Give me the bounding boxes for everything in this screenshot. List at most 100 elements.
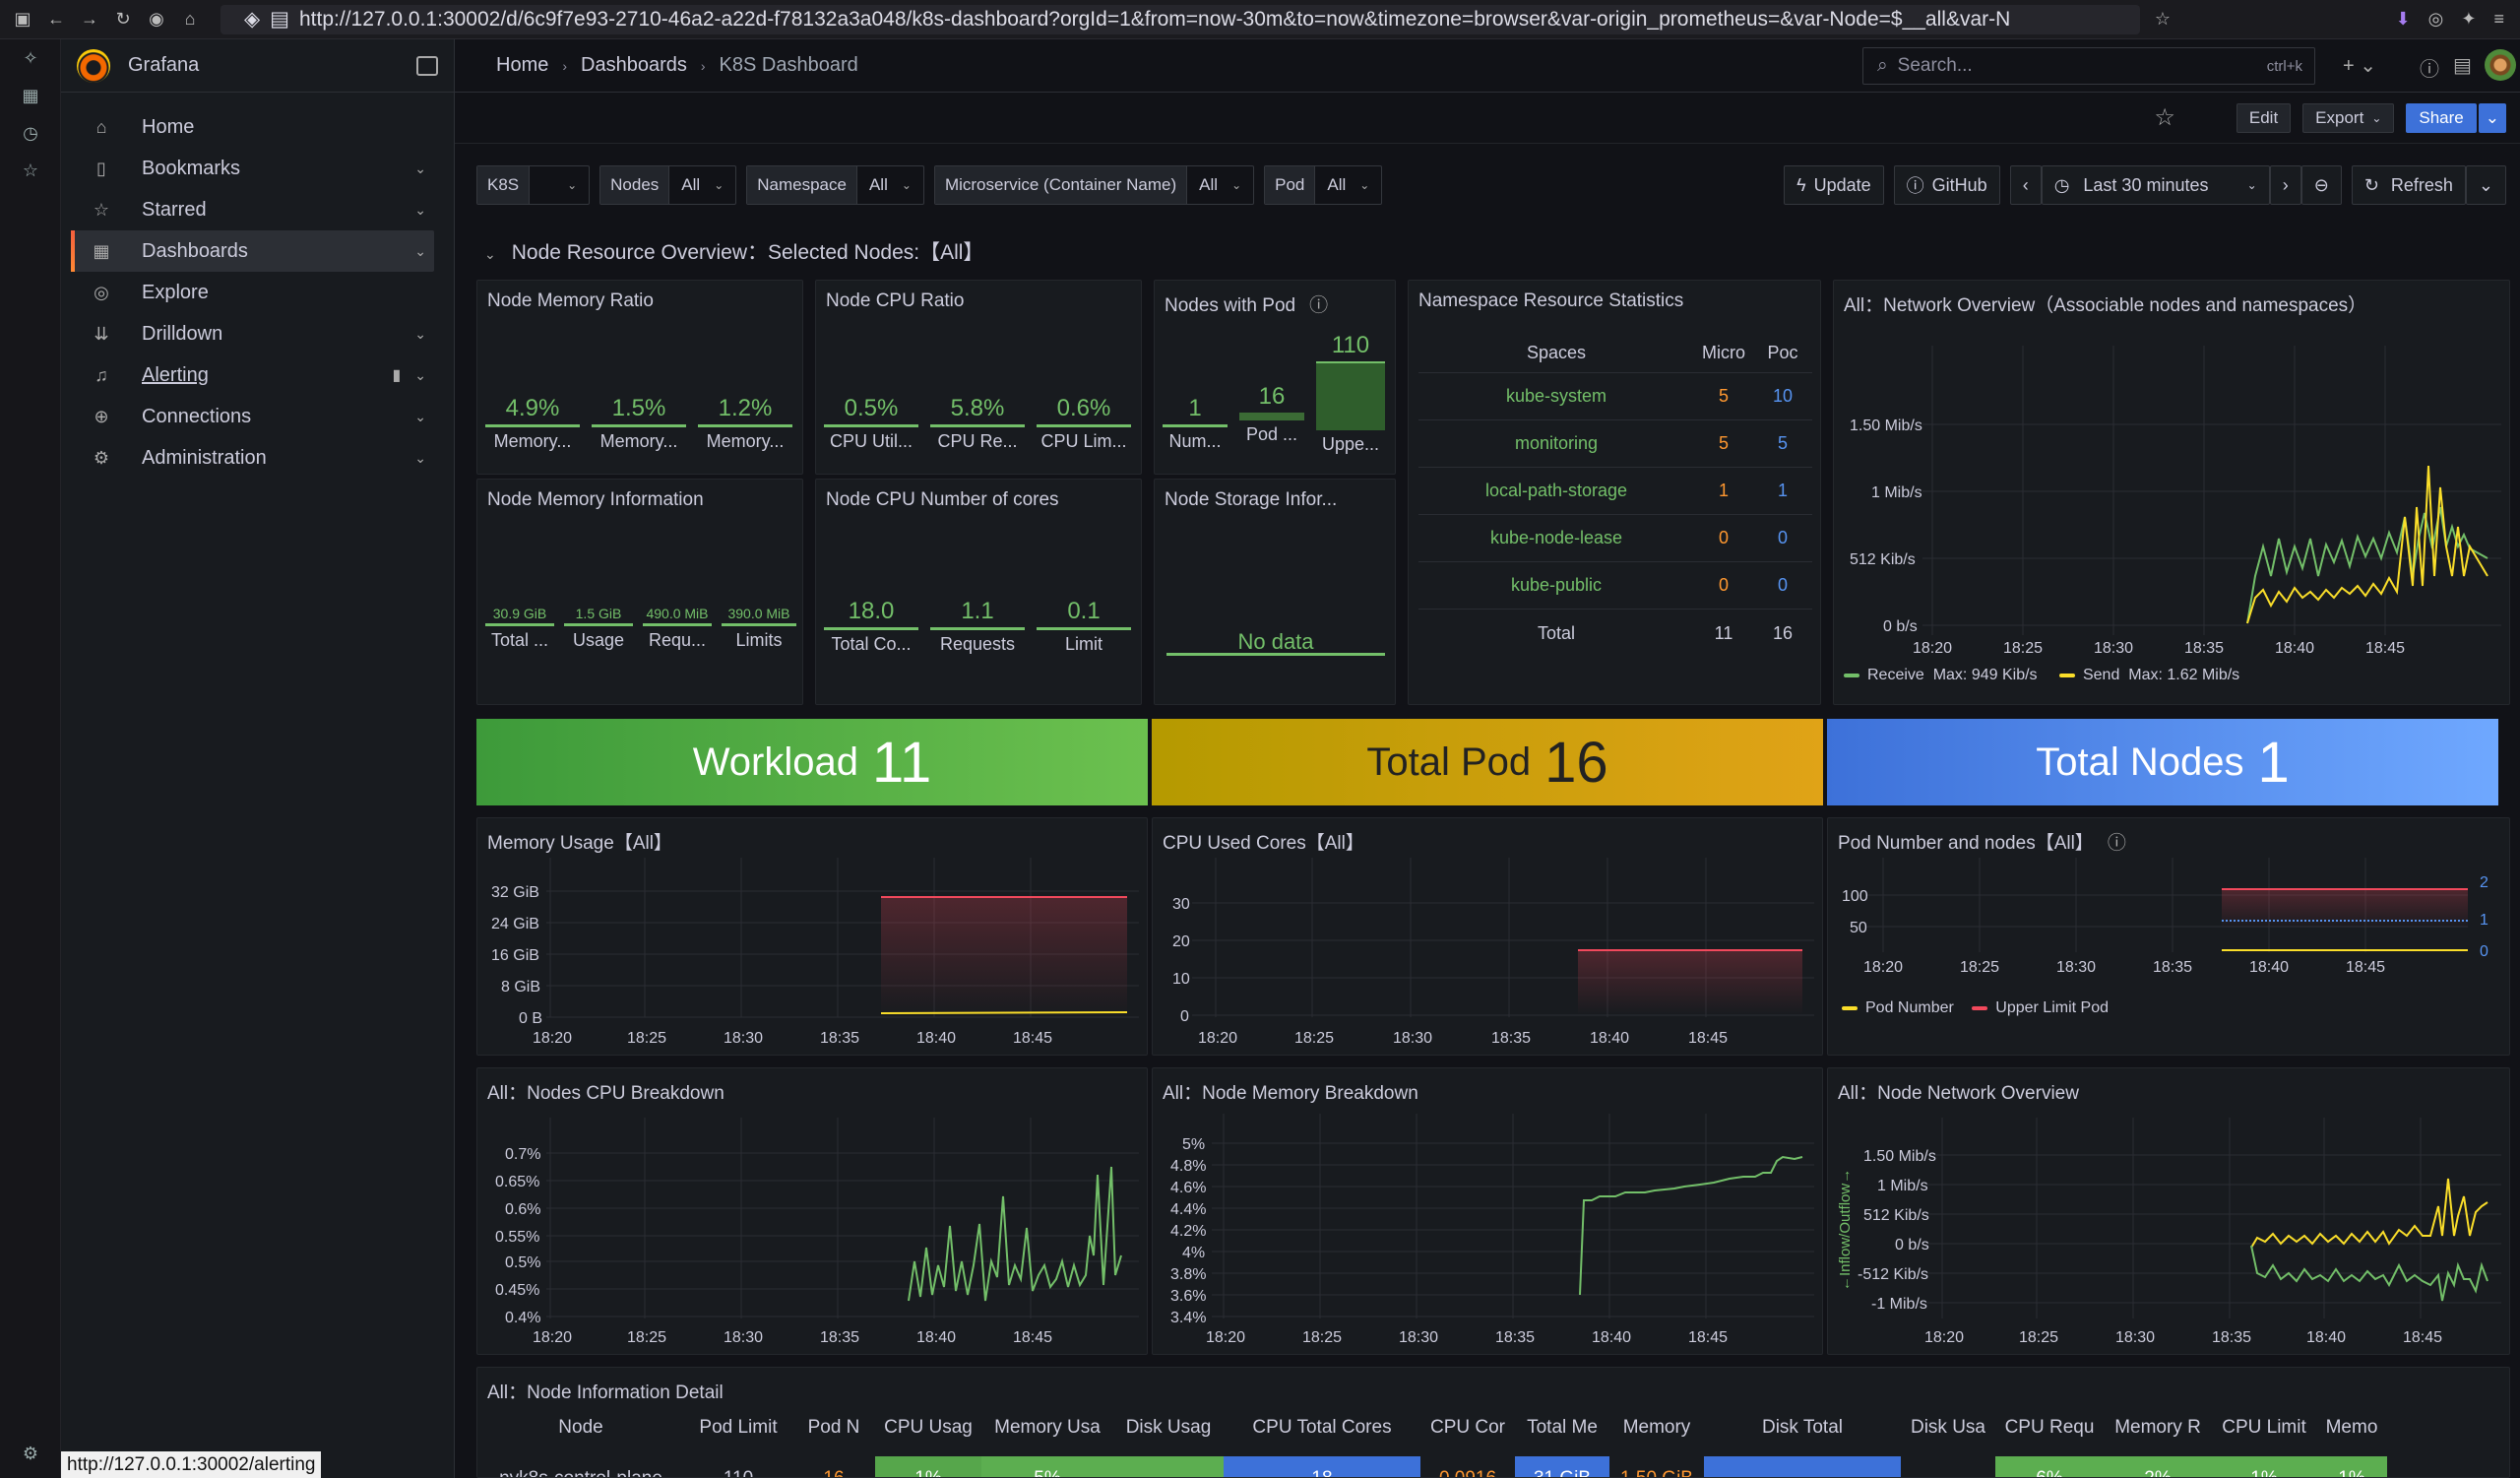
extensions-icon[interactable]: ✦ <box>2461 9 2477 29</box>
sidebar-item-bookmarks[interactable]: ▯ Bookmarks ⌄ <box>71 148 434 189</box>
column-header[interactable]: Disk Total <box>1761 1417 1843 1438</box>
column-header[interactable]: Memory <box>1622 1417 1691 1438</box>
panel-pod-number-nodes[interactable]: Pod Number and nodes【All】 ⓘ 100 50 2 1 0 … <box>1827 817 2510 1056</box>
edit-button[interactable]: Edit <box>2236 102 2292 133</box>
panel-node-storage[interactable]: Node Storage Infor... No data <box>1154 479 1396 705</box>
panel-node-cpu-ratio[interactable]: Node CPU Ratio 0.5% CPU Util... 5.8% CPU R… <box>815 280 1142 475</box>
column-header[interactable]: Node <box>558 1417 603 1438</box>
var-pod[interactable]: Pod All ⌄ <box>1264 165 1383 205</box>
sidebar-item-dashboards[interactable]: ▦ Dashboards ⌄ <box>71 230 434 272</box>
sidebar-item-starred[interactable]: ☆ Starred ⌄ <box>71 189 434 230</box>
menu-icon[interactable]: ≡ <box>2493 9 2504 29</box>
sidebar-item-connections[interactable]: ⊕ Connections ⌄ <box>71 396 434 437</box>
settings-icon[interactable]: ⚙ <box>22 1443 39 1463</box>
sidebar-toggle-icon[interactable]: ▣ <box>14 9 32 29</box>
account-icon[interactable]: ◎ <box>2427 9 2444 29</box>
zoom-out-button[interactable]: ⊖ <box>2300 165 2342 205</box>
column-header[interactable]: Pod N <box>807 1417 860 1438</box>
share-button[interactable]: Share <box>2406 102 2477 133</box>
refresh-interval-dropdown[interactable]: ⌄ <box>2465 165 2506 205</box>
column-header[interactable]: CPU Cor <box>1429 1417 1505 1438</box>
var-nodes[interactable]: Nodes All ⌄ <box>599 165 737 205</box>
row-header[interactable]: ⌄ Node Resource Overview：Selected Nodes:【… <box>484 236 983 266</box>
column-header[interactable]: Pod Limit <box>699 1417 778 1438</box>
home-icon[interactable]: ⌂ <box>184 9 196 29</box>
column-header[interactable]: Total Me <box>1527 1417 1598 1438</box>
column-header[interactable]: Disk Usa <box>1910 1417 1985 1438</box>
total-nodes-stat[interactable]: Total Nodes 1 <box>1827 719 2498 805</box>
legend-item-receive[interactable]: Receive Max: 949 Kib/s <box>1844 667 2038 683</box>
star-icon[interactable]: ☆ <box>2154 104 2175 131</box>
panel-node-cpu-cores[interactable]: Node CPU Number of cores 18.0 Total Co...… <box>815 479 1142 705</box>
screenshot-icon[interactable]: ◉ <box>149 9 164 29</box>
ai-icon[interactable]: ✧ <box>23 47 38 68</box>
chevron-down-icon[interactable]: ⌄ <box>414 366 426 383</box>
export-button[interactable]: Export ⌄ <box>2302 102 2395 133</box>
sidebar-item-alerting[interactable]: ♫ Alerting ▮ ⌄ <box>71 354 434 396</box>
sidebar-item-explore[interactable]: ◎ Explore <box>71 272 434 313</box>
time-picker[interactable]: ◷ Last 30 minutes ⌄ <box>2041 165 2270 205</box>
legend-item-send[interactable]: Send Max: 1.62 Mib/s <box>2058 667 2239 683</box>
github-button[interactable]: ⓘ GitHub <box>1893 165 2000 205</box>
update-button[interactable]: ϟ Update <box>1784 165 1884 205</box>
bookmark-star-icon[interactable]: ☆ <box>2154 9 2172 29</box>
avatar[interactable] <box>2485 49 2516 81</box>
time-back-button[interactable]: ‹ <box>2009 165 2042 205</box>
sidebar-item-drilldown[interactable]: ⇊ Drilldown ⌄ <box>71 313 434 354</box>
panel-node-network[interactable]: All：Node Network Overview ←Inflow/Outflo… <box>1827 1067 2510 1355</box>
notes-icon[interactable]: ▦ <box>22 85 39 105</box>
help-icon[interactable]: ⓘ <box>2420 59 2439 81</box>
legend-item-upper-limit[interactable]: Upper Limit Pod <box>1972 999 2109 1016</box>
search-input[interactable]: ⌕ Search... ctrl+k <box>1862 47 2315 85</box>
total-pod-stat[interactable]: Total Pod 16 <box>1152 719 1823 805</box>
var-namespace[interactable]: Namespace All ⌄ <box>746 165 924 205</box>
column-header[interactable]: Memory R <box>2114 1417 2201 1438</box>
grafana-logo[interactable] <box>77 48 110 83</box>
chevron-down-icon[interactable]: ⌄ <box>414 408 426 424</box>
panel-cpu-breakdown[interactable]: All：Nodes CPU Breakdown 0.7% 0.65% 0.6% … <box>476 1067 1148 1355</box>
panel-namespace-stats[interactable]: Namespace Resource Statistics Spaces Micr… <box>1408 280 1821 705</box>
address-bar[interactable]: ◈ ▤ http://127.0.0.1:30002/d/6c9f7e93-2710… <box>220 4 2140 34</box>
sidebar-item-administration[interactable]: ⚙ Administration ⌄ <box>71 437 434 479</box>
column-header[interactable]: Disk Usag <box>1125 1417 1212 1438</box>
column-header[interactable]: Spaces <box>1526 343 1587 362</box>
refresh-button[interactable]: ↻ Refresh <box>2351 165 2466 205</box>
column-header[interactable]: CPU Requ <box>2004 1417 2095 1438</box>
dock-menu-icon[interactable] <box>416 55 438 76</box>
panel-node-memory-ratio[interactable]: Node Memory Ratio 4.9% Memory... 1.5% Memo… <box>476 280 803 475</box>
breadcrumb-home[interactable]: Home <box>496 54 549 76</box>
bookmark-icon[interactable]: ▮ <box>392 367 402 384</box>
column-header[interactable]: Memo <box>2325 1417 2378 1438</box>
column-header[interactable]: Poc <box>1767 343 1798 362</box>
column-header[interactable]: CPU Total Cores <box>1252 1417 1392 1438</box>
news-icon[interactable]: ▤ <box>2453 55 2472 77</box>
download-icon[interactable]: ⬇ <box>2395 9 2411 29</box>
column-header[interactable]: Memory Usa <box>994 1417 1101 1438</box>
column-header[interactable]: CPU Usag <box>884 1417 973 1438</box>
var-k8s[interactable]: K8S ⌄ <box>476 165 591 205</box>
forward-icon[interactable]: → <box>81 9 98 29</box>
info-icon[interactable]: ⓘ <box>1309 295 1329 316</box>
reload-icon[interactable]: ↻ <box>115 9 131 29</box>
sidebar-item-home[interactable]: ⌂ Home <box>71 106 434 148</box>
history-icon[interactable]: ◷ <box>23 122 38 143</box>
column-header[interactable]: CPU Limit <box>2222 1417 2306 1438</box>
panel-node-memory-info[interactable]: Node Memory Information 30.9 GiB Total ..… <box>476 479 803 705</box>
chevron-down-icon[interactable]: ⌄ <box>414 201 426 218</box>
chevron-down-icon[interactable]: ⌄ <box>414 242 426 259</box>
panel-network-overview[interactable]: All：Network Overview（Associable nodes an… <box>1833 280 2510 705</box>
legend-item-pod-number[interactable]: Pod Number <box>1842 999 1954 1016</box>
time-forward-button[interactable]: › <box>2269 165 2301 205</box>
panel-node-detail[interactable]: All：Node Information Detail Node Pod Lim… <box>476 1367 2510 1478</box>
chevron-down-icon[interactable]: ⌄ <box>414 160 426 176</box>
info-icon[interactable]: ⓘ <box>2107 833 2126 854</box>
back-icon[interactable]: ← <box>47 9 65 29</box>
panel-nodes-with-pod[interactable]: Nodes with Pod ⓘ 1 Num... 16 Pod ... 110 Upp… <box>1154 280 1396 475</box>
chevron-down-icon[interactable]: ⌄ <box>414 449 426 466</box>
share-dropdown-icon[interactable]: ⌄ <box>2478 102 2506 133</box>
chevron-down-icon[interactable]: ⌄ <box>414 325 426 342</box>
star-icon[interactable]: ☆ <box>22 160 39 180</box>
panel-memory-breakdown[interactable]: All：Node Memory Breakdown 5% 4.8% 4.6% 4… <box>1152 1067 1823 1355</box>
workload-stat[interactable]: Workload 11 <box>476 719 1148 805</box>
breadcrumb-dashboards[interactable]: Dashboards <box>581 54 687 76</box>
